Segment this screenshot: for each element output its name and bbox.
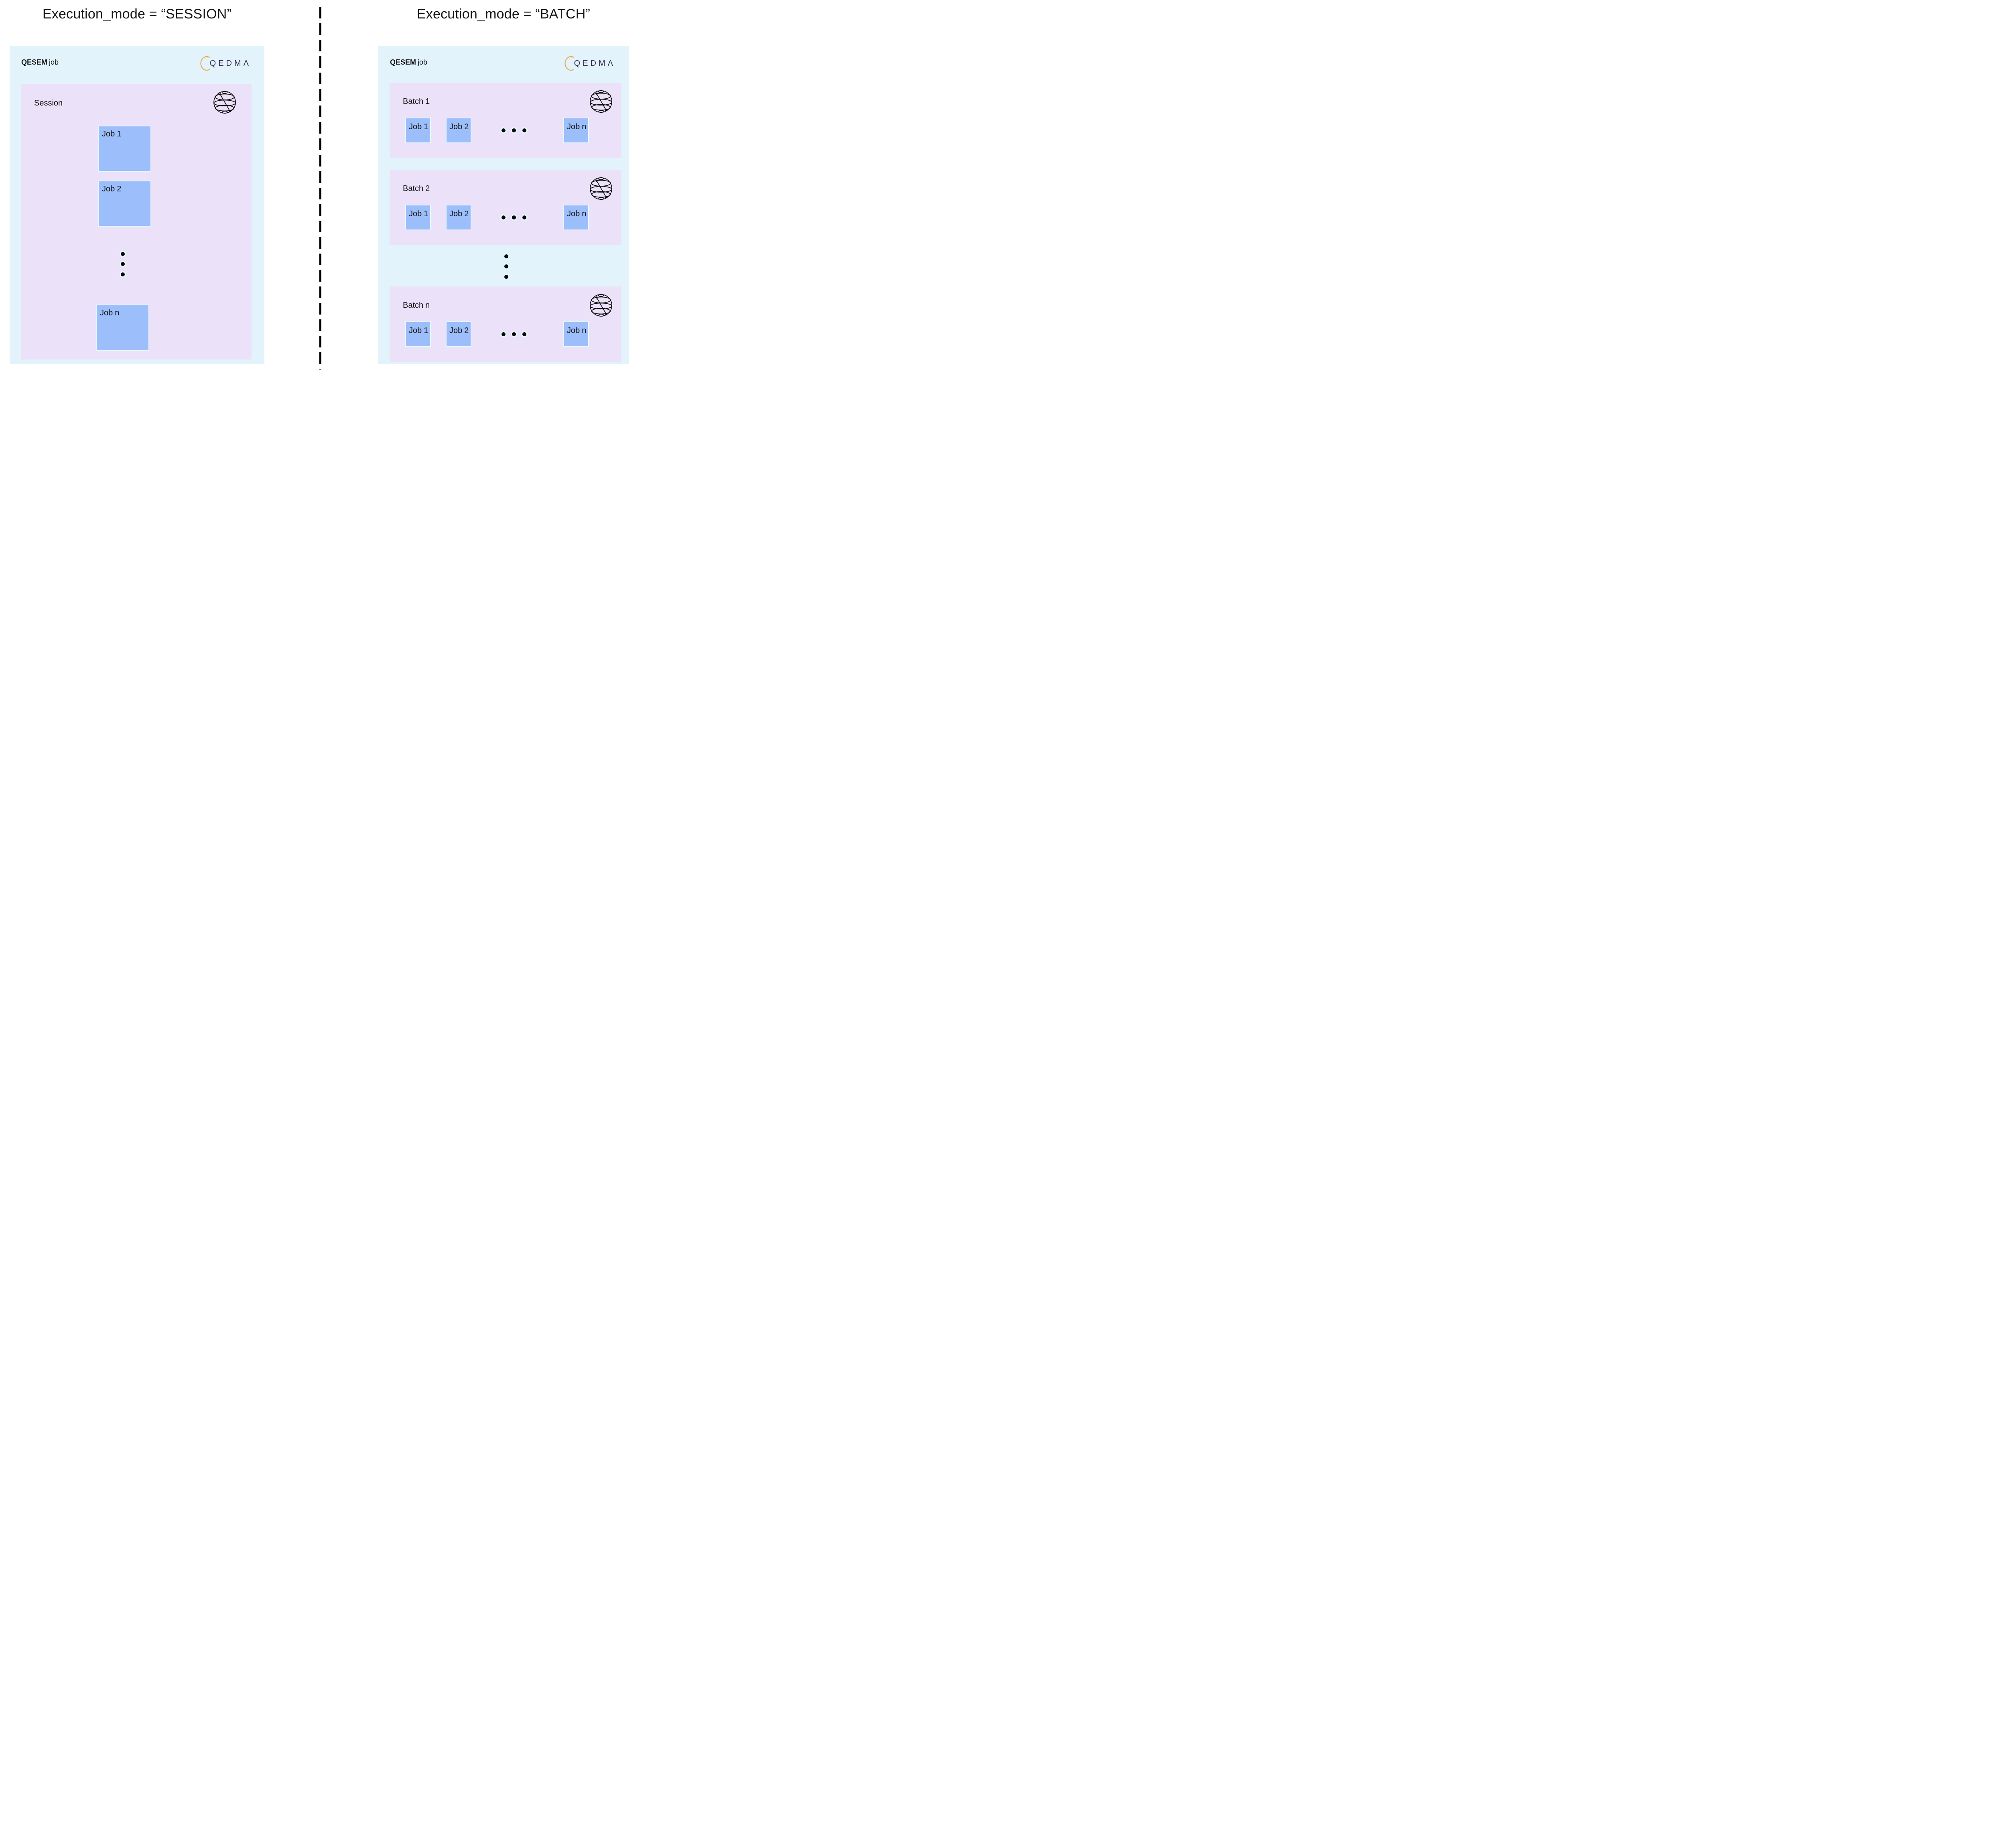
qesem-job-label: QESEM job — [390, 58, 427, 67]
qedma-wordmark: QEDMΛ — [574, 59, 615, 68]
ellipsis-dot — [502, 332, 506, 336]
qesem-job-label: QESEM job — [21, 58, 59, 67]
session-job-1-box: Job 1 — [98, 126, 151, 172]
ellipsis-dot — [512, 332, 516, 336]
batch-n-box: Batch n Job 1 — [390, 286, 621, 362]
qesem-label: QESEM — [21, 58, 48, 66]
session-box: Session Job 1 — [21, 84, 252, 359]
job-label: Job 2 — [449, 122, 469, 131]
batch-label: Batch n — [403, 301, 430, 310]
qpu-sphere-icon — [213, 91, 236, 114]
batch-mode-title: Execution_mode = “BATCH” — [378, 6, 629, 22]
ellipsis-dot — [512, 215, 516, 219]
ellipsis-dot — [522, 215, 526, 219]
execution-modes-diagram: Execution_mode = “SESSION” QESEM job QEDM… — [0, 0, 640, 370]
job-label: Job 2 — [449, 209, 469, 218]
batch-label: Batch 1 — [403, 97, 430, 106]
ellipsis-dot — [522, 128, 526, 132]
ellipsis-dot — [121, 272, 125, 276]
title-prefix: Execution_mode = — [416, 6, 536, 22]
job-label: Job 2 — [102, 185, 122, 193]
qpu-sphere-icon — [589, 177, 613, 200]
job-word-label: job — [418, 58, 428, 66]
job-label: Job 1 — [409, 122, 428, 131]
ellipsis-dot — [121, 262, 125, 266]
job-word-label: job — [49, 58, 59, 66]
job-label: Job n — [100, 309, 120, 317]
batch-job-1-box: Job 1 — [405, 118, 431, 143]
qpu-sphere-icon — [589, 294, 613, 317]
batch-job-n-box: Job n — [563, 205, 589, 230]
batch-1-box: Batch 1 Job 1 — [390, 83, 621, 158]
title-value: “SESSION” — [161, 6, 232, 22]
job-label: Job n — [567, 326, 587, 335]
qesem-job-container-session: QESEM job QEDMΛ Session — [10, 46, 264, 364]
ellipsis-dot — [504, 275, 508, 279]
ellipsis-dot — [502, 128, 506, 132]
batch-job-2-box: Job 2 — [446, 205, 471, 230]
qedma-wordmark: QEDMΛ — [209, 59, 251, 68]
session-job-2-box: Job 2 — [98, 181, 151, 227]
qedma-logo: QEDMΛ — [200, 55, 251, 72]
job-label: Job 1 — [409, 326, 428, 335]
title-prefix: Execution_mode = — [42, 6, 161, 22]
ellipsis-dot — [504, 264, 508, 268]
qpu-sphere-icon — [589, 90, 613, 113]
qesem-job-container-batch: QESEM job QEDMΛ Batch 1 — [378, 46, 629, 364]
qedma-gold-arc-icon — [564, 56, 574, 71]
ellipsis-dot — [502, 215, 506, 219]
session-job-n-box: Job n — [96, 305, 149, 351]
ellipsis-dot — [522, 332, 526, 336]
batch-job-n-box: Job n — [563, 118, 589, 143]
job-label: Job 1 — [102, 130, 122, 138]
batch-job-1-box: Job 1 — [405, 205, 431, 230]
batch-label: Batch 2 — [403, 184, 430, 193]
ellipsis-dot — [512, 128, 516, 132]
batch-job-2-box: Job 2 — [446, 321, 471, 347]
batch-job-1-box: Job 1 — [405, 321, 431, 347]
title-value: “BATCH” — [535, 6, 591, 22]
ellipsis-dot — [121, 252, 125, 256]
job-label: Job 2 — [449, 326, 469, 335]
ellipsis-dot — [504, 254, 508, 258]
qedma-gold-arc-icon — [200, 56, 210, 71]
session-label: Session — [34, 99, 63, 108]
qedma-logo: QEDMΛ — [564, 55, 615, 72]
qesem-label: QESEM — [390, 58, 416, 66]
job-label: Job n — [567, 122, 587, 131]
batch-job-n-box: Job n — [563, 321, 589, 347]
session-mode-title: Execution_mode = “SESSION” — [10, 6, 264, 22]
batch-job-2-box: Job 2 — [446, 118, 471, 143]
job-label: Job n — [567, 209, 587, 218]
dashed-divider — [319, 7, 321, 370]
batch-2-box: Batch 2 Job 1 — [390, 170, 621, 245]
job-label: Job 1 — [409, 209, 428, 218]
